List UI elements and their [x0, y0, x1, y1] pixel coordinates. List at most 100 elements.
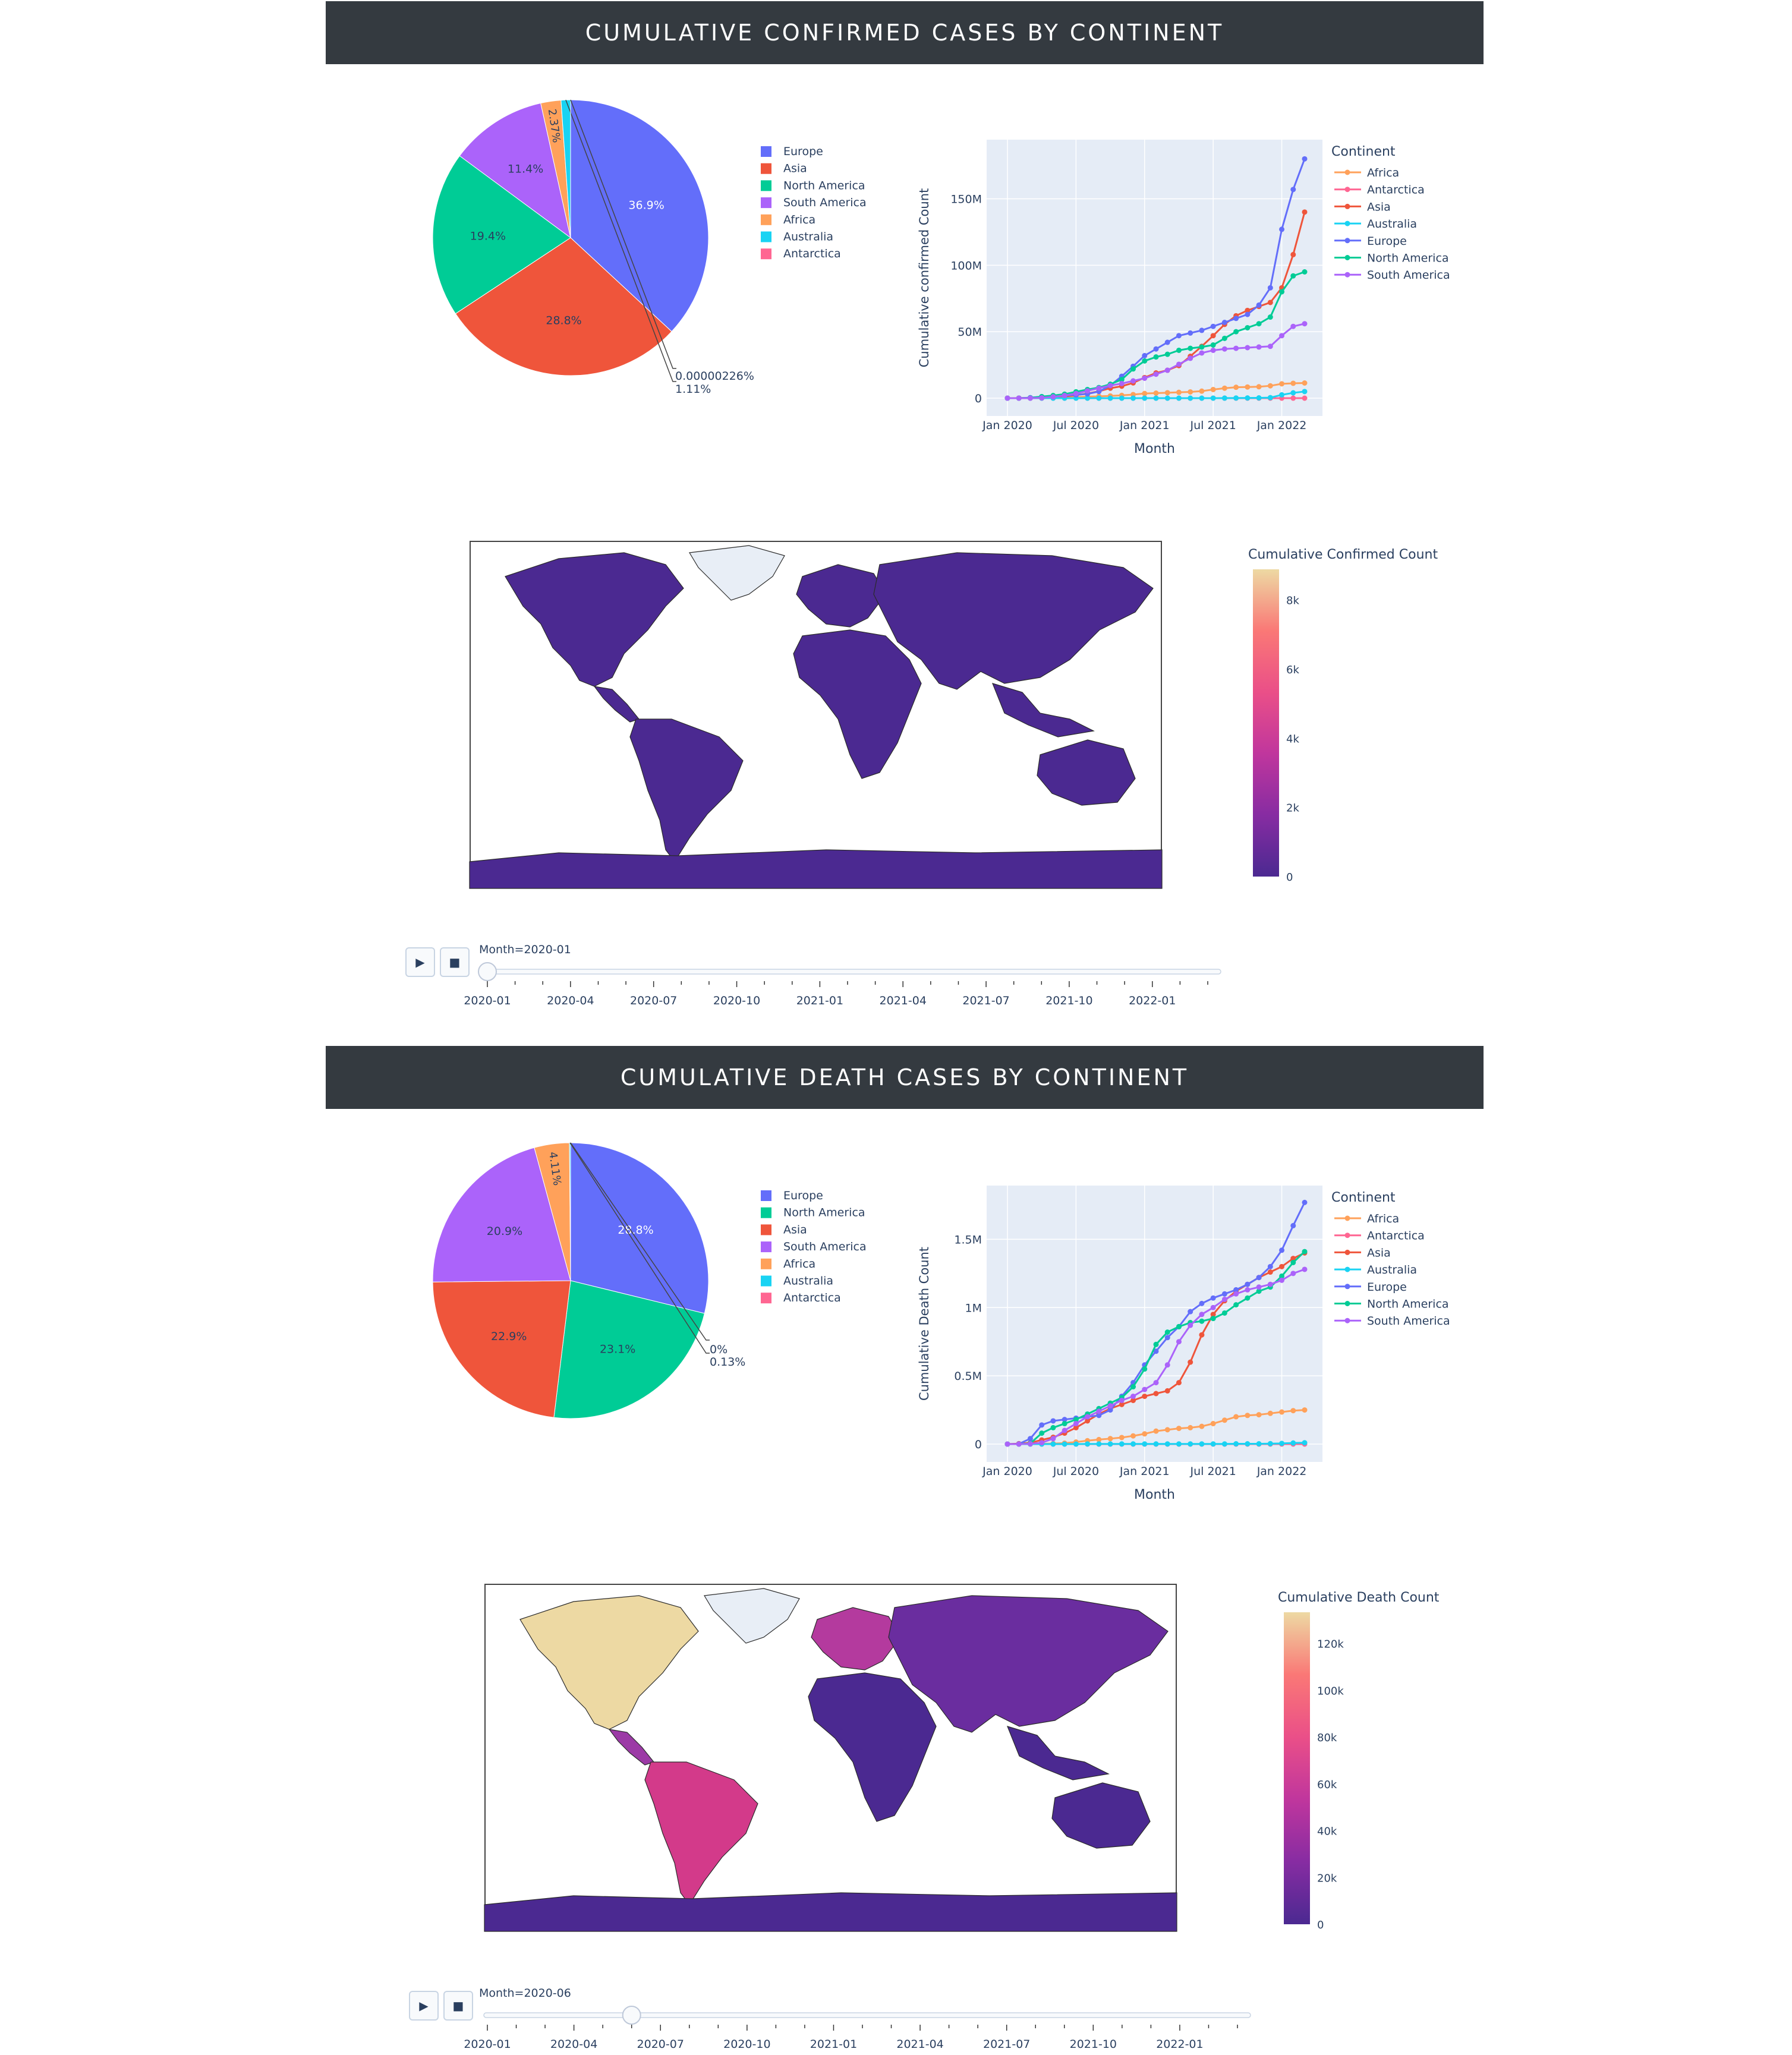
point-australia[interactable]: [1062, 1441, 1067, 1447]
point-south-america[interactable]: [1210, 1304, 1216, 1310]
point-africa[interactable]: [1176, 389, 1182, 395]
point-south-america[interactable]: [1279, 1277, 1285, 1283]
region-antarctica[interactable]: [469, 849, 1163, 889]
legend-label-north-america[interactable]: North America: [1367, 252, 1449, 265]
point-europe[interactable]: [1027, 1436, 1033, 1442]
point-north-america[interactable]: [1050, 1424, 1056, 1430]
legend-label-asia[interactable]: Asia: [1367, 200, 1391, 213]
point-africa[interactable]: [1153, 390, 1159, 396]
point-south-america[interactable]: [1085, 388, 1091, 394]
slider-track[interactable]: [483, 2012, 1251, 2018]
point-europe[interactable]: [1199, 327, 1205, 333]
point-europe[interactable]: [1267, 285, 1273, 291]
legend-label-australia[interactable]: Australia: [783, 231, 833, 244]
point-asia[interactable]: [1142, 1394, 1148, 1400]
point-asia[interactable]: [1210, 333, 1216, 339]
point-australia[interactable]: [1119, 395, 1125, 401]
point-australia[interactable]: [1142, 1441, 1148, 1447]
point-north-america[interactable]: [1142, 1366, 1148, 1372]
point-africa[interactable]: [1199, 1423, 1205, 1429]
legend-label-antarctica[interactable]: Antarctica: [783, 247, 841, 260]
pie-slice-south-america[interactable]: [432, 1147, 571, 1282]
point-africa[interactable]: [1153, 1428, 1159, 1434]
point-europe[interactable]: [1153, 1348, 1159, 1354]
point-south-america[interactable]: [1302, 321, 1308, 327]
point-north-america[interactable]: [1164, 351, 1170, 357]
pie-slice-north-america[interactable]: [432, 155, 571, 314]
point-south-america[interactable]: [1256, 344, 1262, 350]
point-asia[interactable]: [1245, 307, 1251, 313]
point-north-america[interactable]: [1210, 342, 1216, 348]
region-seasia[interactable]: [991, 683, 1095, 737]
point-africa[interactable]: [1210, 386, 1216, 392]
point-south-america[interactable]: [1119, 380, 1125, 386]
legend-label-africa[interactable]: Africa: [1367, 166, 1399, 179]
point-north-america[interactable]: [1233, 1302, 1239, 1308]
pause-button[interactable]: ■: [440, 947, 470, 977]
point-south-america[interactable]: [1004, 1441, 1010, 1447]
point-europe[interactable]: [1256, 1275, 1262, 1281]
pause-button-2[interactable]: ■: [443, 1991, 473, 2021]
point-asia[interactable]: [1130, 1397, 1136, 1403]
point-south-america[interactable]: [1176, 1339, 1182, 1345]
point-north-america[interactable]: [1279, 1273, 1285, 1279]
point-asia[interactable]: [1302, 209, 1308, 215]
point-australia[interactable]: [1107, 1441, 1113, 1447]
legend-label-europe[interactable]: Europe: [1367, 235, 1407, 248]
point-africa[interactable]: [1256, 384, 1262, 390]
legend-label-antarctica[interactable]: Antarctica: [783, 1291, 841, 1304]
point-europe[interactable]: [1188, 330, 1193, 336]
point-australia[interactable]: [1119, 1441, 1125, 1447]
legend-label-asia[interactable]: Asia: [783, 1223, 807, 1236]
region-southamerica[interactable]: [644, 1761, 758, 1906]
legend-label-europe[interactable]: Europe: [783, 1189, 823, 1202]
region-australia[interactable]: [1051, 1782, 1151, 1849]
point-south-america[interactable]: [1279, 333, 1285, 339]
play-button-2[interactable]: ▶: [409, 1991, 439, 2021]
point-europe[interactable]: [1233, 1287, 1239, 1293]
point-south-america[interactable]: [1073, 390, 1079, 396]
point-australia[interactable]: [1164, 395, 1170, 401]
region-asia[interactable]: [888, 1595, 1169, 1733]
point-europe[interactable]: [1153, 346, 1159, 352]
legend-label-north-america[interactable]: North America: [1367, 1298, 1449, 1311]
point-antarctica[interactable]: [1302, 395, 1308, 401]
legend-label-africa[interactable]: Africa: [783, 213, 815, 226]
point-australia[interactable]: [1130, 1441, 1136, 1447]
point-europe[interactable]: [1210, 323, 1216, 329]
point-south-america[interactable]: [1188, 1322, 1193, 1328]
point-australia[interactable]: [1221, 1441, 1227, 1447]
death-world-map[interactable]: [484, 1584, 1177, 1932]
region-northamerica[interactable]: [505, 552, 684, 687]
point-asia[interactable]: [1188, 1359, 1193, 1365]
point-africa[interactable]: [1267, 383, 1273, 389]
point-north-america[interactable]: [1256, 321, 1262, 327]
point-south-america[interactable]: [1062, 1427, 1067, 1433]
point-north-america[interactable]: [1199, 344, 1205, 350]
point-europe[interactable]: [1142, 352, 1148, 358]
point-australia[interactable]: [1188, 1441, 1193, 1447]
point-africa[interactable]: [1096, 1436, 1102, 1442]
point-africa[interactable]: [1142, 1431, 1148, 1437]
point-north-america[interactable]: [1221, 335, 1227, 341]
point-south-america[interactable]: [1164, 367, 1170, 373]
point-australia[interactable]: [1153, 1441, 1159, 1447]
point-south-america[interactable]: [1199, 350, 1205, 356]
point-north-america[interactable]: [1073, 1417, 1079, 1423]
legend-label-asia[interactable]: Asia: [1367, 1246, 1391, 1259]
point-australia[interactable]: [1233, 1441, 1239, 1447]
point-asia[interactable]: [1085, 1418, 1091, 1424]
point-australia[interactable]: [1267, 1441, 1273, 1446]
point-europe[interactable]: [1279, 226, 1285, 232]
point-south-america[interactable]: [1050, 1436, 1056, 1442]
point-south-america[interactable]: [1096, 1408, 1102, 1414]
point-australia[interactable]: [1199, 1441, 1205, 1447]
region-centralamerica[interactable]: [593, 686, 640, 723]
point-europe[interactable]: [1302, 156, 1308, 162]
point-south-america[interactable]: [1221, 1296, 1227, 1302]
point-south-america[interactable]: [1039, 1440, 1045, 1446]
point-north-america[interactable]: [1164, 1329, 1170, 1335]
legend-label-south-america[interactable]: South America: [783, 1240, 867, 1253]
point-south-america[interactable]: [1245, 1287, 1251, 1293]
point-africa[interactable]: [1290, 1408, 1296, 1414]
